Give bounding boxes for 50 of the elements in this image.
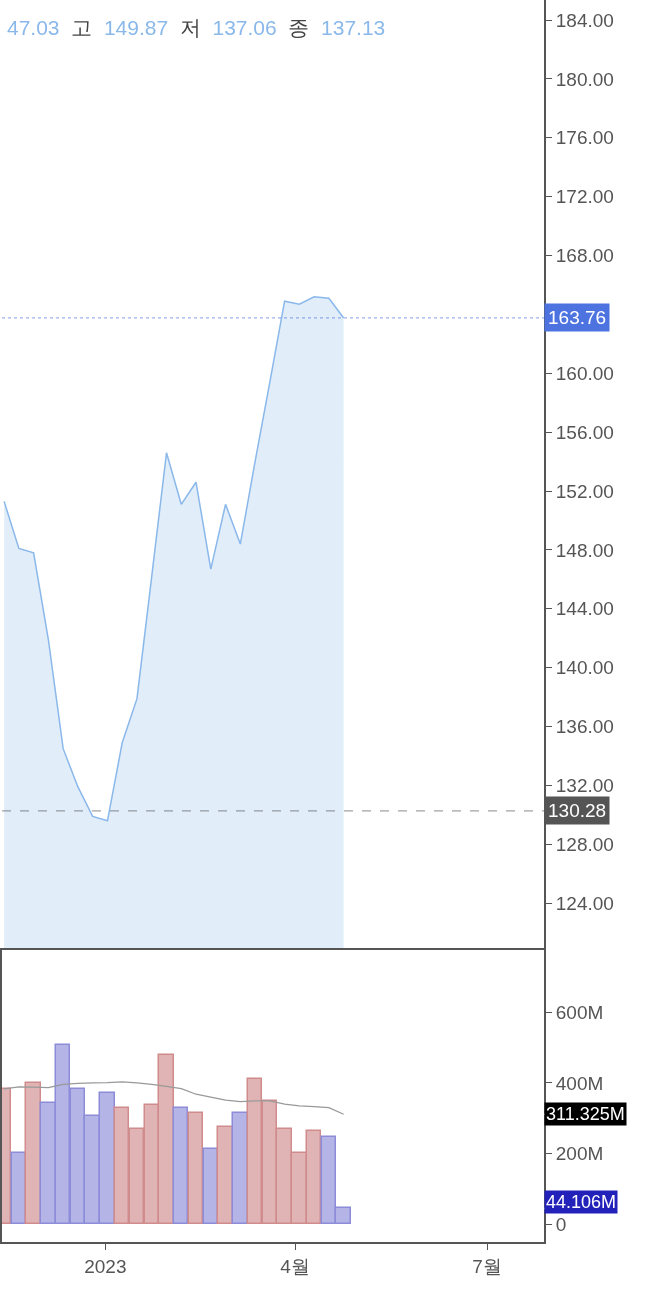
y-tick-label: 128.00: [555, 834, 614, 856]
y-tick-label: 168.00: [555, 245, 614, 267]
y-tick-label: 400M: [555, 1072, 604, 1094]
bar: [275, 1127, 292, 1224]
bar: [113, 1106, 129, 1224]
bar: [305, 1129, 321, 1224]
bar: [69, 1087, 85, 1224]
y-tick-label: 160.00: [555, 362, 614, 384]
bar: [320, 1135, 336, 1224]
bar: [39, 1101, 56, 1224]
bar: [143, 1103, 159, 1224]
y-tick-label: 200M: [555, 1143, 604, 1165]
bar: [128, 1127, 144, 1224]
text: 311.325M: [546, 1104, 625, 1124]
ref-line-label: 163.76: [548, 307, 607, 328]
y-tick-label: 152.00: [555, 480, 614, 502]
line-series: [3, 1081, 345, 1115]
y-tick-label: 148.00: [555, 539, 614, 561]
bar: [54, 1043, 70, 1224]
bar: [261, 1099, 277, 1224]
bar: [216, 1125, 233, 1224]
bar: [202, 1147, 218, 1224]
bar: [172, 1106, 188, 1224]
y-tick-label: 140.00: [555, 657, 614, 679]
y-tick-label: 136.00: [555, 716, 614, 738]
bar: [83, 1114, 100, 1224]
y-tick-label: 132.00: [555, 775, 614, 797]
bar: [334, 1206, 351, 1224]
text: 47.03 고 149.87 저 137.06 종 137.13: [7, 16, 386, 39]
y-tick-label: 156.00: [555, 421, 614, 443]
x-tick-label: 7월: [472, 1255, 502, 1277]
x-tick-label: 4월: [280, 1255, 310, 1277]
y-tick-label: 124.00: [555, 892, 614, 914]
y-tick-label: 144.00: [555, 598, 614, 620]
bar: [187, 1111, 203, 1224]
y-tick-label: 600M: [555, 1002, 604, 1024]
bar: [246, 1077, 262, 1224]
y-tick-label: 180.00: [555, 68, 614, 90]
bar: [157, 1053, 174, 1224]
y-tick-label: 176.00: [555, 127, 614, 149]
y-tick-label: 172.00: [555, 186, 614, 208]
ref-line-label: 130.28: [548, 800, 607, 821]
bar: [98, 1091, 115, 1224]
y-tick-label: 0: [555, 1213, 567, 1235]
x-tick-label: 2023: [84, 1255, 127, 1277]
y-tick-label: 184.00: [555, 9, 614, 31]
bar: [24, 1081, 41, 1224]
bar: [290, 1151, 307, 1224]
bar: [231, 1111, 248, 1224]
text: 44.106M: [546, 1192, 617, 1212]
